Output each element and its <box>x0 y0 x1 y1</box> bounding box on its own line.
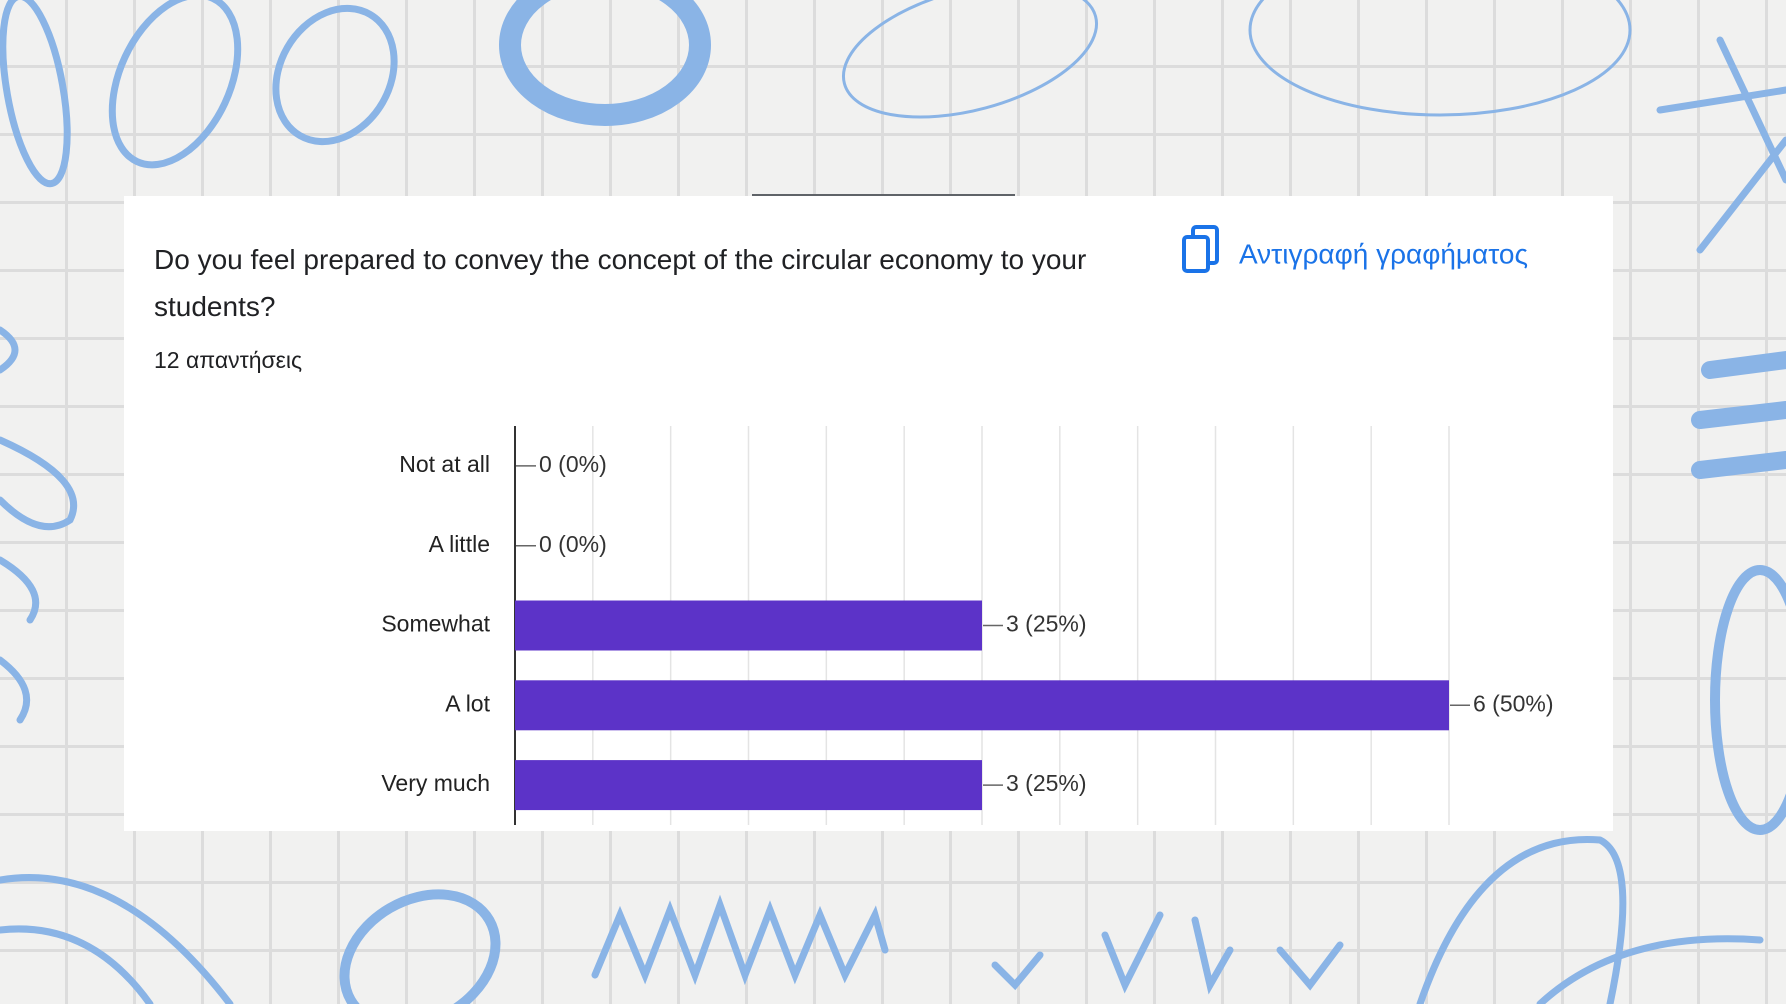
bar <box>515 760 982 811</box>
bar <box>515 680 1449 731</box>
copy-icon <box>1191 225 1219 265</box>
card-handle <box>752 194 1015 196</box>
subtitle: 12 απαντήσεις <box>154 347 302 373</box>
value-label: 6 (50%) <box>1473 690 1554 716</box>
value-label: 0 (0%) <box>539 451 607 477</box>
copy-icon <box>1182 235 1210 273</box>
y-tick-label: Not at all <box>399 451 490 477</box>
value-label: 3 (25%) <box>1006 770 1087 796</box>
value-label: 3 (25%) <box>1006 611 1087 637</box>
y-tick-label: Very much <box>381 770 490 796</box>
copy-button-label[interactable]: Αντιγραφή γραφήματος <box>1239 238 1528 269</box>
y-tick-label: A lot <box>445 690 490 716</box>
copy-button[interactable]: Αντιγραφή γραφήματος <box>1182 225 1528 273</box>
y-tick-label: A little <box>429 531 490 557</box>
value-label: 0 (0%) <box>539 531 607 557</box>
y-tick-label: Somewhat <box>381 611 490 637</box>
chart-title: Do you feel prepared to convey the conce… <box>154 244 1087 322</box>
bar <box>515 600 982 651</box>
